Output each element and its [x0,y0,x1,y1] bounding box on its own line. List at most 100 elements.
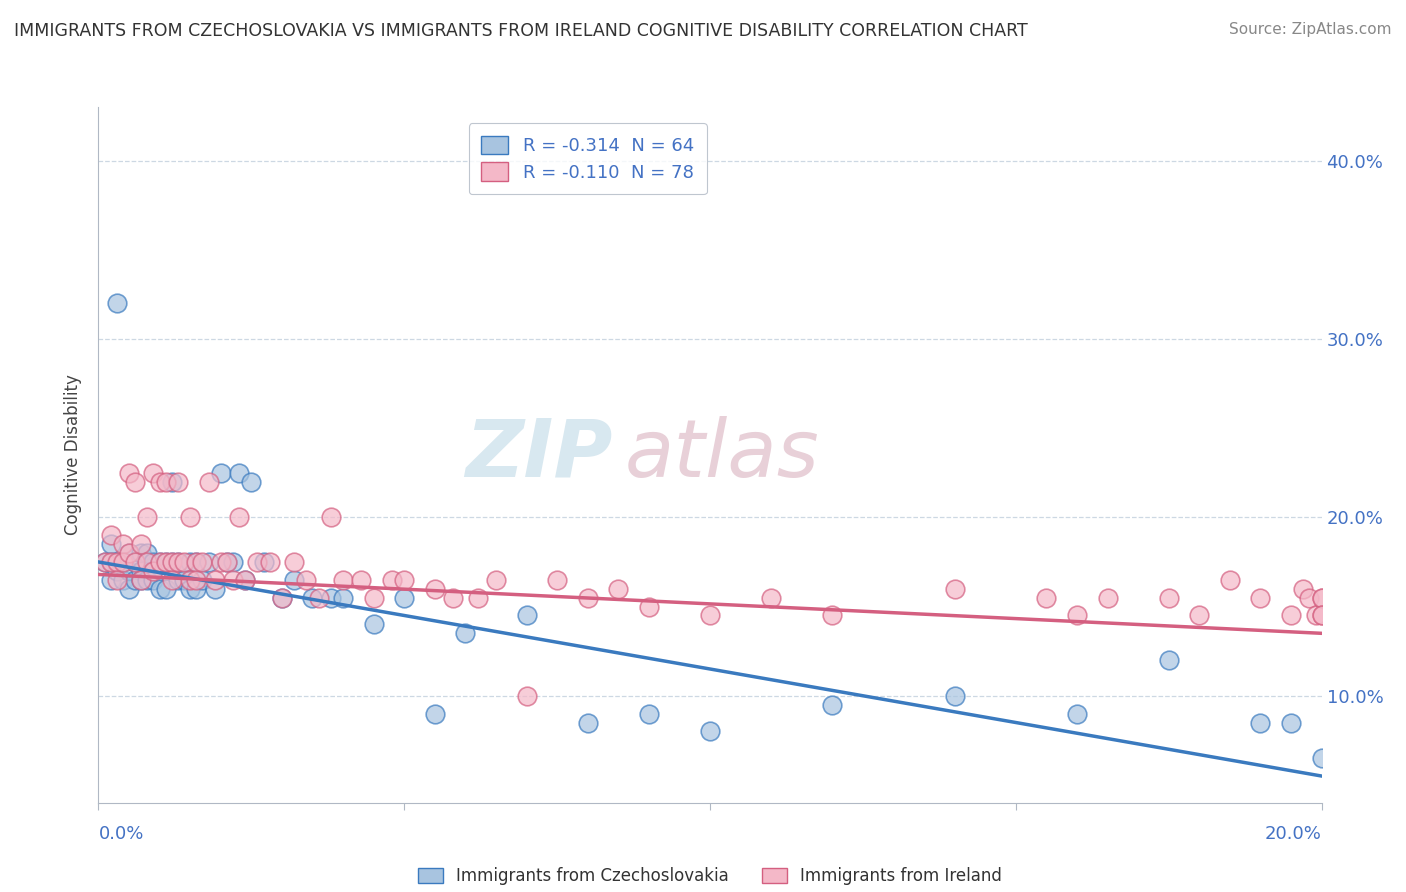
Point [160,555,183,569]
Point [129,573,152,587]
Text: ZIP: ZIP [465,416,612,494]
Point [142,555,165,569]
Point [124,475,146,489]
Text: 20.0%: 20.0% [1265,825,1322,843]
Point [546,573,568,587]
Point [124,555,146,569]
Point [142,466,165,480]
Point [485,573,508,587]
Point [1097,591,1119,605]
Point [441,591,464,605]
Point [209,555,232,569]
Point [105,573,128,587]
Point [167,555,190,569]
Point [637,599,661,614]
Point [155,555,177,569]
Point [699,724,721,739]
Point [270,591,292,605]
Point [332,591,354,605]
Point [943,689,966,703]
Point [149,555,172,569]
Point [129,537,152,551]
Point [142,564,165,578]
Point [149,582,172,596]
Point [179,510,201,524]
Point [136,555,159,569]
Point [204,573,226,587]
Point [699,608,721,623]
Point [1219,573,1241,587]
Text: Source: ZipAtlas.com: Source: ZipAtlas.com [1229,22,1392,37]
Text: atlas: atlas [624,416,820,494]
Point [576,715,599,730]
Point [1188,608,1211,623]
Text: IMMIGRANTS FROM CZECHOSLOVAKIA VS IMMIGRANTS FROM IRELAND COGNITIVE DISABILITY C: IMMIGRANTS FROM CZECHOSLOVAKIA VS IMMIGR… [14,22,1028,40]
Point [100,537,122,551]
Point [215,555,238,569]
Point [1310,591,1333,605]
Point [111,555,134,569]
Point [423,582,446,596]
Point [124,573,146,587]
Point [1035,591,1057,605]
Point [179,573,201,587]
Point [576,591,599,605]
Point [332,573,354,587]
Point [1298,591,1320,605]
Point [118,466,141,480]
Point [381,573,404,587]
Point [167,573,190,587]
Point [173,573,195,587]
Y-axis label: Cognitive Disability: Cognitive Disability [65,375,83,535]
Point [454,626,477,640]
Point [149,475,172,489]
Point [1066,608,1088,623]
Point [136,573,159,587]
Point [142,573,165,587]
Point [270,591,292,605]
Point [1279,608,1302,623]
Point [197,555,219,569]
Point [363,591,385,605]
Point [105,555,128,569]
Point [228,466,250,480]
Point [179,582,201,596]
Point [209,466,232,480]
Point [363,617,385,632]
Point [118,546,141,560]
Point [1249,715,1271,730]
Point [1157,653,1180,667]
Point [149,555,172,569]
Point [173,555,195,569]
Point [516,608,538,623]
Point [222,555,245,569]
Point [105,564,128,578]
Point [233,573,256,587]
Point [1310,751,1333,765]
Point [100,573,122,587]
Point [186,582,208,596]
Point [423,706,446,721]
Point [319,510,342,524]
Point [111,555,134,569]
Point [100,555,122,569]
Point [136,510,159,524]
Point [252,555,274,569]
Point [100,555,122,569]
Point [129,564,152,578]
Point [467,591,489,605]
Point [222,573,245,587]
Point [246,555,269,569]
Point [197,475,219,489]
Point [204,582,226,596]
Point [111,573,134,587]
Point [350,573,373,587]
Point [392,573,416,587]
Text: 0.0%: 0.0% [98,825,143,843]
Point [105,555,128,569]
Point [129,573,152,587]
Point [1279,715,1302,730]
Point [283,555,305,569]
Point [124,555,146,569]
Point [1157,591,1180,605]
